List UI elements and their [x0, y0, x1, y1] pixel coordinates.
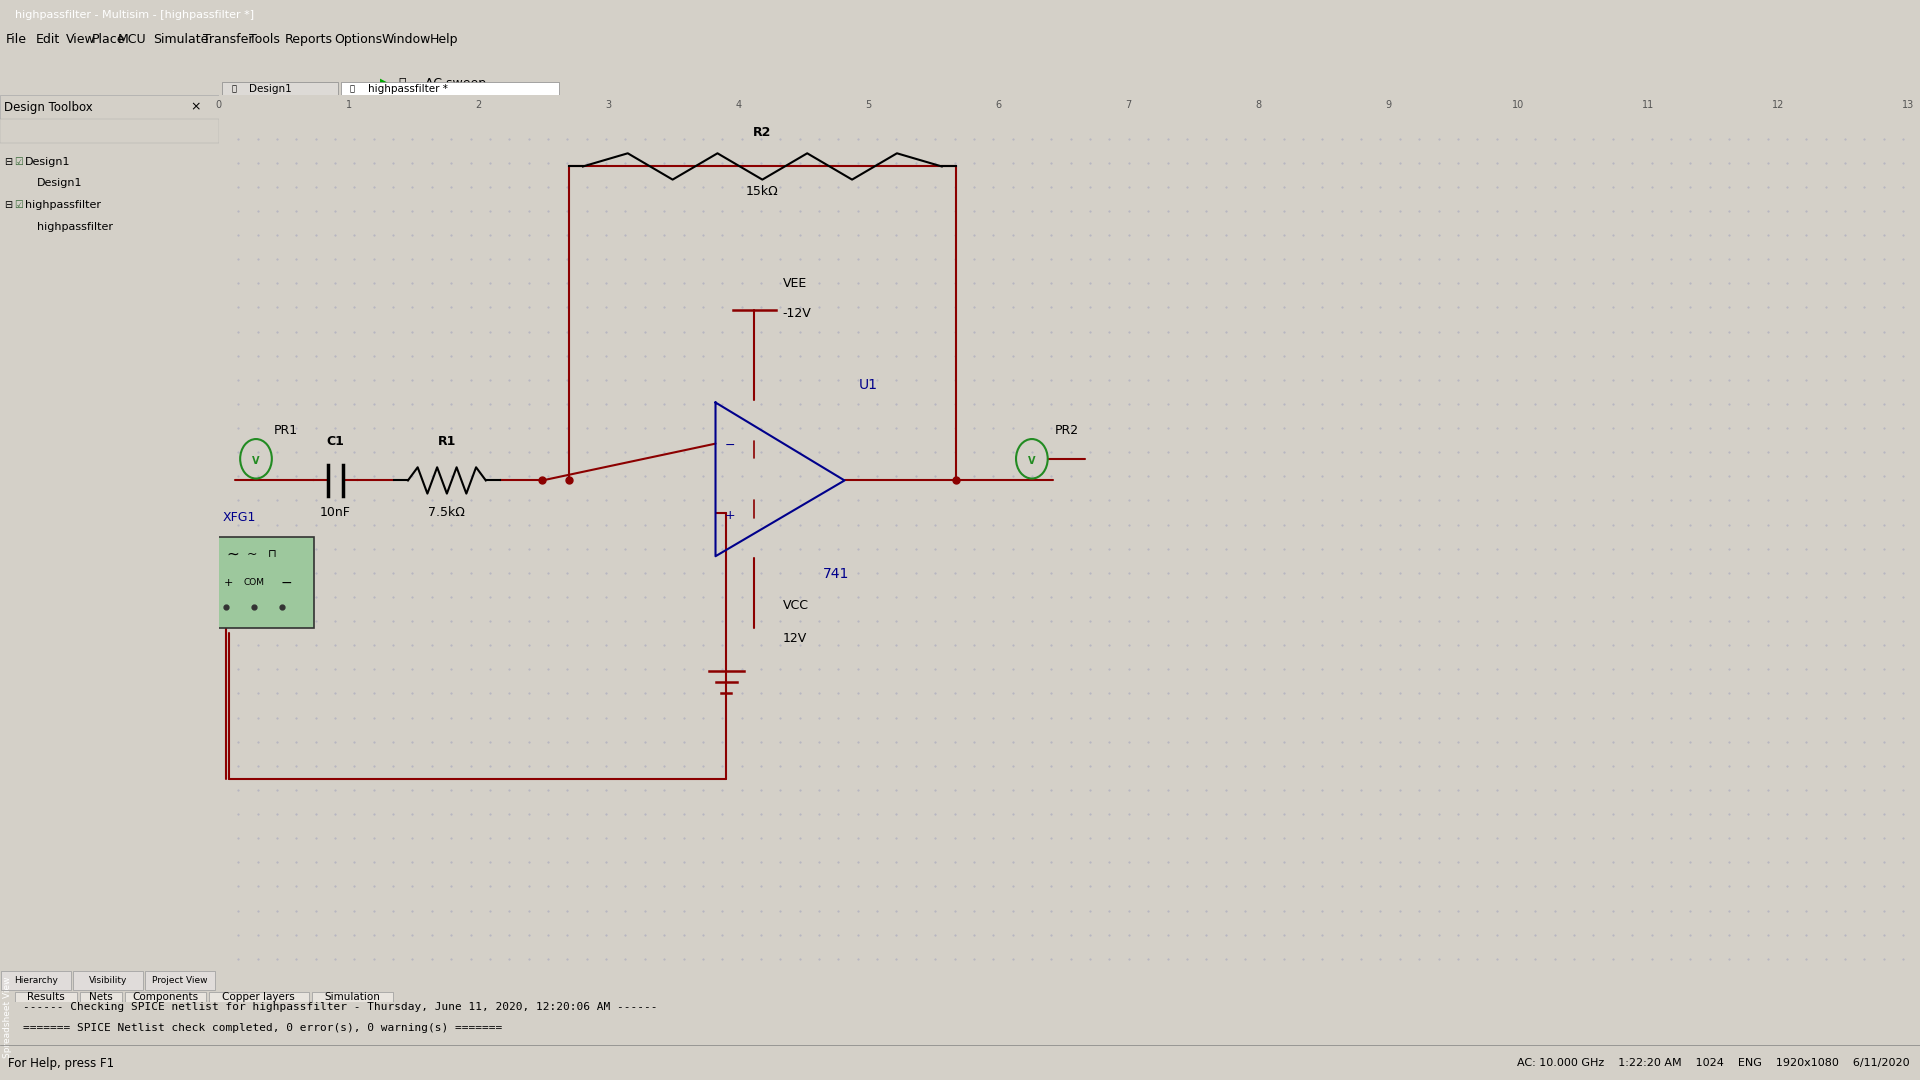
FancyBboxPatch shape	[342, 82, 559, 95]
Text: Nets: Nets	[88, 991, 113, 1002]
Text: highpassfilter - Multisim - [highpassfilter *]: highpassfilter - Multisim - [highpassfil…	[15, 10, 255, 21]
Text: Hierarchy: Hierarchy	[13, 976, 58, 985]
Text: 11: 11	[1642, 99, 1655, 110]
Text: Spreadsheet View: Spreadsheet View	[4, 976, 12, 1058]
Text: Reports: Reports	[284, 32, 332, 46]
Text: Simulation: Simulation	[324, 991, 380, 1002]
Text: -12V: -12V	[783, 308, 812, 321]
Text: 12: 12	[1772, 99, 1786, 110]
Text: U1: U1	[858, 378, 877, 392]
Text: ×: ×	[190, 100, 200, 113]
Text: Copper layers: Copper layers	[223, 991, 296, 1002]
Text: C1: C1	[326, 435, 344, 448]
Text: ▶: ▶	[380, 77, 390, 90]
Text: V: V	[1027, 456, 1035, 465]
FancyBboxPatch shape	[144, 971, 215, 990]
Text: ~: ~	[248, 548, 257, 561]
Text: 13: 13	[1903, 99, 1914, 110]
Text: Results: Results	[27, 991, 65, 1002]
Text: highpassfilter: highpassfilter	[25, 200, 100, 210]
Text: AC: 10.000 GHz    1:22:20 AM    1024    ENG    1920x1080    6/11/2020: AC: 10.000 GHz 1:22:20 AM 1024 ENG 1920x…	[1517, 1058, 1910, 1068]
Text: Transfer: Transfer	[204, 32, 253, 46]
Text: View: View	[65, 32, 96, 46]
Text: ======= SPICE Netlist check completed, 0 error(s), 0 warning(s) =======: ======= SPICE Netlist check completed, 0…	[23, 1023, 503, 1032]
Text: Place: Place	[92, 32, 125, 46]
Text: 📄: 📄	[230, 84, 236, 93]
Text: ☑: ☑	[13, 200, 23, 210]
Text: Options: Options	[334, 32, 382, 46]
Text: 7: 7	[1125, 99, 1131, 110]
Text: R2: R2	[753, 125, 772, 138]
Text: Visibility: Visibility	[88, 976, 127, 985]
Text: Simulate: Simulate	[154, 32, 209, 46]
Text: −: −	[280, 576, 292, 590]
Text: PR1: PR1	[273, 423, 298, 436]
Text: 15kΩ: 15kΩ	[747, 185, 780, 198]
Text: 2: 2	[476, 99, 482, 110]
Text: ⊓: ⊓	[269, 550, 276, 559]
FancyBboxPatch shape	[15, 991, 77, 1002]
Text: Design1: Design1	[250, 83, 292, 94]
Text: Tools: Tools	[250, 32, 280, 46]
FancyBboxPatch shape	[73, 971, 142, 990]
Text: 5: 5	[866, 99, 872, 110]
FancyBboxPatch shape	[223, 82, 338, 95]
Text: 10nF: 10nF	[321, 505, 351, 518]
FancyBboxPatch shape	[0, 119, 219, 144]
Text: ☑: ☑	[13, 157, 23, 166]
Text: Edit: Edit	[36, 32, 60, 46]
Text: Help: Help	[430, 32, 459, 46]
FancyBboxPatch shape	[2, 971, 71, 990]
Text: Project View: Project View	[152, 976, 207, 985]
Text: MCU: MCU	[117, 32, 146, 46]
Text: PR2: PR2	[1054, 423, 1079, 436]
Text: ⊟: ⊟	[4, 200, 12, 210]
Text: XFG1: XFG1	[223, 511, 255, 524]
FancyBboxPatch shape	[215, 537, 315, 627]
Text: 1: 1	[346, 99, 351, 110]
Text: 📄: 📄	[349, 84, 355, 93]
Text: +: +	[724, 509, 735, 522]
FancyBboxPatch shape	[79, 991, 121, 1002]
Text: Design Toolbox: Design Toolbox	[4, 100, 92, 113]
Text: ~: ~	[227, 546, 238, 562]
Text: 10: 10	[1513, 99, 1524, 110]
Text: highpassfilter: highpassfilter	[36, 221, 113, 232]
Text: highpassfilter *: highpassfilter *	[367, 83, 447, 94]
Text: 6: 6	[996, 99, 1002, 110]
FancyBboxPatch shape	[209, 991, 309, 1002]
Text: 3: 3	[605, 99, 612, 110]
FancyBboxPatch shape	[311, 991, 394, 1002]
Text: For Help, press F1: For Help, press F1	[8, 1057, 113, 1070]
Text: ⏸: ⏸	[397, 77, 405, 90]
FancyBboxPatch shape	[125, 991, 205, 1002]
FancyBboxPatch shape	[0, 95, 219, 119]
Text: ⊟: ⊟	[4, 157, 12, 166]
Text: 12V: 12V	[783, 632, 806, 645]
Text: 741: 741	[822, 567, 849, 581]
Text: −: −	[724, 440, 735, 453]
Text: V: V	[252, 456, 259, 465]
Text: R1: R1	[438, 435, 457, 448]
Text: VCC: VCC	[783, 599, 808, 612]
Text: COM: COM	[244, 578, 265, 588]
Text: 7.5kΩ: 7.5kΩ	[428, 505, 465, 518]
Text: Design1: Design1	[36, 178, 83, 188]
Text: 8: 8	[1256, 99, 1261, 110]
Text: File: File	[6, 32, 27, 46]
Text: AC sweep: AC sweep	[424, 77, 486, 90]
Text: Components: Components	[132, 991, 198, 1002]
Text: +: +	[225, 578, 234, 588]
Text: 4: 4	[735, 99, 741, 110]
Text: Design1: Design1	[25, 157, 71, 166]
Text: Window: Window	[382, 32, 432, 46]
Text: ------ Checking SPICE netlist for highpassfilter - Thursday, June 11, 2020, 12:2: ------ Checking SPICE netlist for highpa…	[23, 1002, 659, 1012]
Text: 0: 0	[215, 99, 223, 110]
Text: 9: 9	[1386, 99, 1392, 110]
Text: VEE: VEE	[783, 276, 806, 289]
